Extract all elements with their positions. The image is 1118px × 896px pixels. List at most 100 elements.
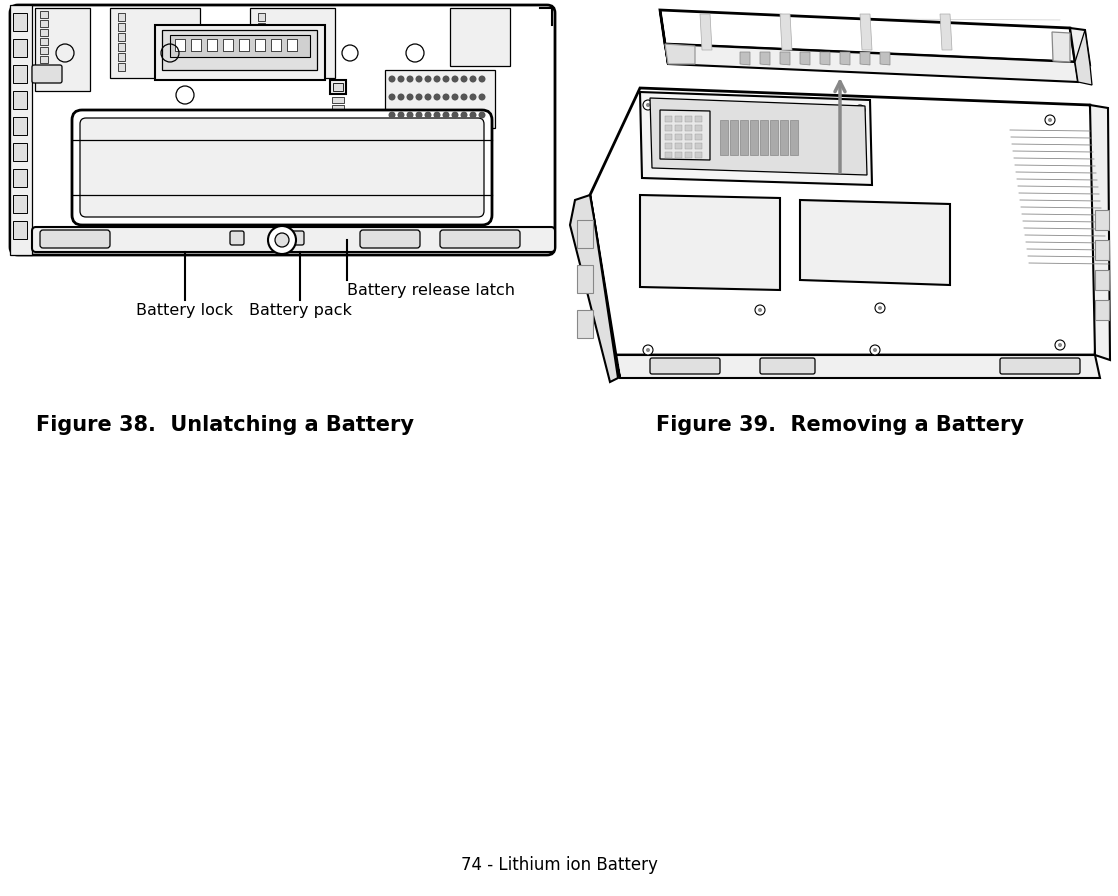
Polygon shape xyxy=(819,52,830,65)
FancyBboxPatch shape xyxy=(999,358,1080,374)
Circle shape xyxy=(452,111,458,118)
Polygon shape xyxy=(639,195,780,290)
Bar xyxy=(695,143,702,149)
Bar xyxy=(665,125,672,131)
Bar xyxy=(695,116,702,122)
Polygon shape xyxy=(1076,30,1092,85)
FancyBboxPatch shape xyxy=(230,231,244,245)
Polygon shape xyxy=(770,120,778,155)
Circle shape xyxy=(443,111,449,118)
Circle shape xyxy=(416,111,423,118)
Circle shape xyxy=(398,93,405,100)
Bar xyxy=(13,143,27,161)
Circle shape xyxy=(479,93,485,100)
Text: Battery release latch: Battery release latch xyxy=(347,283,515,298)
Circle shape xyxy=(755,305,765,315)
Bar xyxy=(110,8,200,78)
Bar xyxy=(119,23,125,31)
Bar xyxy=(577,310,593,338)
Circle shape xyxy=(275,233,288,247)
Circle shape xyxy=(443,93,449,100)
Bar xyxy=(675,116,682,122)
Polygon shape xyxy=(590,88,1105,355)
Bar xyxy=(13,195,27,213)
Bar xyxy=(695,134,702,140)
Bar xyxy=(675,152,682,158)
Circle shape xyxy=(461,111,467,118)
Bar xyxy=(191,39,201,51)
Bar xyxy=(13,13,27,31)
Bar xyxy=(258,13,265,21)
Polygon shape xyxy=(1070,28,1090,65)
Circle shape xyxy=(875,303,885,313)
Bar xyxy=(385,70,495,128)
Bar xyxy=(665,152,672,158)
Circle shape xyxy=(646,348,650,352)
Circle shape xyxy=(425,75,432,82)
Bar xyxy=(13,65,27,83)
Bar xyxy=(258,53,265,61)
Polygon shape xyxy=(760,52,770,65)
Polygon shape xyxy=(750,120,758,155)
Circle shape xyxy=(643,100,653,110)
Circle shape xyxy=(758,308,762,312)
Circle shape xyxy=(407,75,414,82)
Bar xyxy=(332,129,344,135)
Polygon shape xyxy=(700,14,712,50)
Circle shape xyxy=(1045,115,1055,125)
Bar xyxy=(40,38,48,45)
Circle shape xyxy=(470,75,476,82)
Circle shape xyxy=(407,111,414,118)
Polygon shape xyxy=(860,14,872,50)
Circle shape xyxy=(434,75,440,82)
Polygon shape xyxy=(615,355,1100,378)
Circle shape xyxy=(425,93,432,100)
Bar xyxy=(119,63,125,71)
Bar xyxy=(222,39,233,51)
Bar xyxy=(119,53,125,61)
Polygon shape xyxy=(650,98,866,175)
Bar xyxy=(13,39,27,57)
Circle shape xyxy=(878,306,882,310)
Circle shape xyxy=(470,111,476,118)
Polygon shape xyxy=(940,14,953,50)
Text: Figure 39.  Removing a Battery: Figure 39. Removing a Battery xyxy=(656,415,1024,435)
Circle shape xyxy=(452,75,458,82)
Bar xyxy=(685,134,692,140)
Polygon shape xyxy=(880,52,890,65)
Circle shape xyxy=(461,75,467,82)
Bar xyxy=(685,143,692,149)
Bar xyxy=(333,83,343,91)
Text: Battery pack: Battery pack xyxy=(248,303,351,318)
Bar xyxy=(675,143,682,149)
Bar xyxy=(155,25,325,80)
Circle shape xyxy=(416,93,423,100)
Circle shape xyxy=(646,103,650,107)
Bar xyxy=(675,125,682,131)
FancyBboxPatch shape xyxy=(650,358,720,374)
Bar xyxy=(1095,270,1109,290)
Circle shape xyxy=(398,111,405,118)
FancyBboxPatch shape xyxy=(80,118,484,217)
Circle shape xyxy=(858,108,862,112)
Circle shape xyxy=(452,93,458,100)
Bar xyxy=(119,33,125,41)
Bar xyxy=(675,134,682,140)
Bar xyxy=(40,56,48,63)
Circle shape xyxy=(479,111,485,118)
Bar xyxy=(13,169,27,187)
Bar xyxy=(332,121,344,127)
Circle shape xyxy=(1048,118,1052,122)
Bar xyxy=(176,39,184,51)
Bar xyxy=(13,221,27,239)
Polygon shape xyxy=(660,110,710,160)
Polygon shape xyxy=(740,120,748,155)
Circle shape xyxy=(416,75,423,82)
Circle shape xyxy=(388,75,396,82)
Polygon shape xyxy=(665,44,695,64)
Polygon shape xyxy=(720,120,728,155)
Bar xyxy=(1095,210,1109,230)
Circle shape xyxy=(479,75,485,82)
Circle shape xyxy=(388,111,396,118)
Circle shape xyxy=(398,75,405,82)
